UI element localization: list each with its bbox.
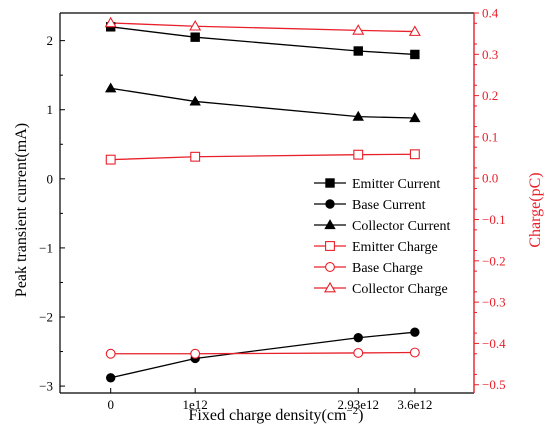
series-line-4 — [110, 351, 415, 355]
series-line-1 — [110, 331, 415, 379]
legend-label-1: Base Current — [352, 198, 426, 213]
data-point-5-0 — [104, 16, 117, 28]
legend-label-5: Collector Charge — [352, 282, 448, 297]
data-point-2-2 — [352, 110, 364, 121]
data-point-4-2 — [353, 347, 364, 358]
y-right-tick-label-3: 0.1 — [482, 129, 498, 144]
legend-label-3: Emitter Charge — [352, 240, 438, 255]
legend-label-4: Base Charge — [352, 261, 423, 276]
data-point-2-1 — [189, 95, 201, 106]
y-right-tick-label-8: −0.4 — [482, 336, 506, 351]
y-right-tick-label-5: −0.1 — [482, 212, 506, 227]
data-point-4-3 — [409, 347, 420, 358]
y-left-tick-label-3: −1 — [39, 240, 53, 255]
data-point-2-3 — [409, 112, 421, 123]
series-line-2 — [110, 87, 415, 119]
y-right-tick-label-0: 0.4 — [482, 6, 499, 21]
y-left-tick-label-0: 2 — [47, 33, 54, 48]
legend-marker-0 — [325, 178, 335, 188]
legend-label-2: Collector Current — [352, 219, 450, 234]
y-right-tick-label-4: 0.0 — [482, 171, 498, 186]
y-right-tick-label-6: −0.2 — [482, 253, 506, 268]
y-right-tick-label-9: −0.5 — [482, 377, 506, 392]
legend-label-0: Emitter Current — [352, 177, 440, 192]
data-point-2-0 — [105, 82, 117, 93]
data-point-0-1 — [190, 32, 200, 42]
legend-marker-1 — [325, 199, 335, 209]
data-point-5-3 — [408, 25, 421, 36]
x-tick-label-0: 0 — [107, 397, 114, 412]
y-left-tick-label-1: 1 — [47, 102, 54, 117]
data-point-5-2 — [352, 24, 365, 35]
data-point-3-2 — [353, 149, 364, 160]
series-line-3 — [110, 153, 415, 161]
data-point-1-0 — [105, 373, 116, 383]
legend-marker-3 — [325, 241, 335, 251]
y-left-tick-label-2: 0 — [47, 171, 54, 186]
y-right-tick-label-7: −0.3 — [482, 295, 506, 310]
x-tick-label-3: 3.6e12 — [397, 397, 432, 412]
legend-marker-5 — [323, 281, 337, 293]
x-axis-title: Fixed charge density(cm−2) — [189, 405, 364, 424]
axes: 2 1 0 −1 −2 −3 0.4 0.3 0.2 0.1 0.0 −0.1 −0.2 −0.3 −0.4… — [39, 6, 506, 413]
data-point-1-3 — [410, 327, 420, 337]
data-point-3-3 — [409, 149, 420, 160]
x-tick-label-1: 1e12 — [183, 397, 208, 412]
series-line-5 — [110, 22, 415, 33]
series-lines — [110, 22, 415, 379]
series-line-0 — [110, 26, 415, 56]
legend: Emitter Current Base Current Collector Cur… — [314, 177, 450, 297]
data-point-0-3 — [410, 49, 420, 60]
data-point-3-1 — [190, 151, 201, 162]
y-right-tick-label-1: 0.3 — [482, 47, 498, 62]
y-axis-left-title: Peak transient current(mA) — [13, 123, 30, 297]
series-markers — [104, 16, 421, 383]
y-left-tick-label-5: −3 — [39, 379, 53, 394]
data-point-5-1 — [189, 20, 202, 31]
y-left-tick-label-4: −2 — [39, 310, 53, 325]
data-point-3-0 — [105, 154, 116, 165]
legend-marker-4 — [325, 262, 335, 272]
data-point-1-2 — [353, 333, 363, 343]
x-axis-title-exponent: −2 — [346, 405, 358, 417]
y-right-tick-label-2: 0.2 — [482, 88, 498, 103]
legend-marker-2 — [324, 219, 336, 230]
data-point-0-2 — [353, 46, 363, 56]
y-axis-right-title: Charge(pC) — [527, 172, 544, 247]
x-tick-label-2: 2.93e12 — [337, 397, 379, 412]
data-point-4-1 — [190, 348, 201, 359]
data-point-4-0 — [105, 348, 116, 359]
x-axis-title-main: Fixed charge density(cm — [189, 407, 347, 424]
x-axis-title-close: ) — [358, 407, 363, 424]
